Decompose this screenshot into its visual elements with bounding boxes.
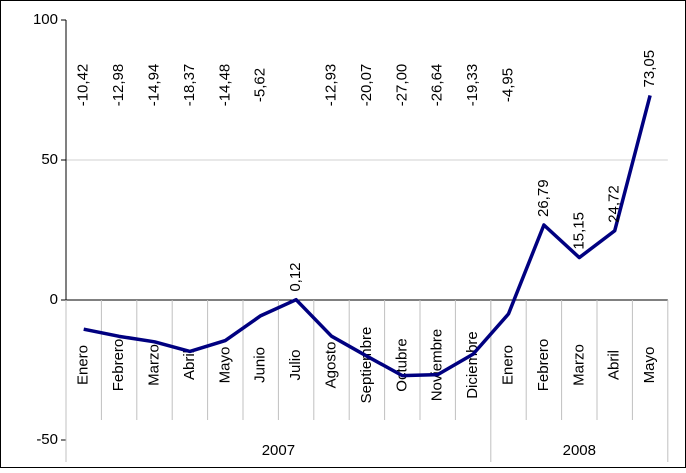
- data-label: -10,42: [75, 64, 92, 107]
- line: [83, 95, 652, 378]
- x-tick-label: Septiembre: [358, 327, 375, 404]
- y-tick-label: -50: [36, 431, 58, 448]
- data-label: 24,72: [606, 185, 623, 223]
- x-tick-label: Febrero: [110, 339, 127, 392]
- data-label: -12,93: [322, 64, 339, 107]
- data-label: -27,00: [393, 64, 410, 107]
- x-tick-label: Mayo: [641, 347, 658, 384]
- y-tick-label: 50: [41, 151, 58, 168]
- data-label: -18,37: [181, 64, 198, 107]
- x-tick-label: Junio: [252, 347, 269, 383]
- x-tick-label: Marzo: [570, 344, 587, 386]
- data-label: -26,64: [429, 64, 446, 107]
- data-label: 0,12: [287, 262, 304, 291]
- data-label: -19,33: [464, 64, 481, 107]
- data-label: -14,48: [216, 64, 233, 107]
- y-tick-label: 0: [50, 291, 58, 308]
- data-label: 73,05: [641, 50, 658, 88]
- x-tick-label: Enero: [499, 345, 516, 385]
- x-tick-label: Octubre: [393, 338, 410, 391]
- x-tick-label: Noviembre: [429, 329, 446, 402]
- x-tick-label: Mayo: [216, 347, 233, 384]
- x-tick-label: Abril: [181, 350, 198, 380]
- data-label: 15,15: [570, 212, 587, 250]
- x-tick-label: Agosto: [322, 342, 339, 389]
- data-label: -4,95: [499, 68, 516, 102]
- data-label: 26,79: [535, 179, 552, 217]
- data-label: -20,07: [358, 64, 375, 107]
- group-label: 2007: [262, 442, 295, 459]
- x-tick-label: Marzo: [145, 344, 162, 386]
- data-label: -14,94: [145, 64, 162, 107]
- x-tick-label: Diciembre: [464, 331, 481, 399]
- y-tick-label: 100: [33, 11, 58, 28]
- group-label: 2008: [563, 442, 596, 459]
- data-label: -12,98: [110, 64, 127, 107]
- x-tick-label: Enero: [75, 345, 92, 385]
- x-tick-label: Febrero: [535, 339, 552, 392]
- x-tick-label: Abril: [606, 350, 623, 380]
- x-tick-label: Julio: [287, 350, 304, 381]
- data-label: -5,62: [252, 68, 269, 102]
